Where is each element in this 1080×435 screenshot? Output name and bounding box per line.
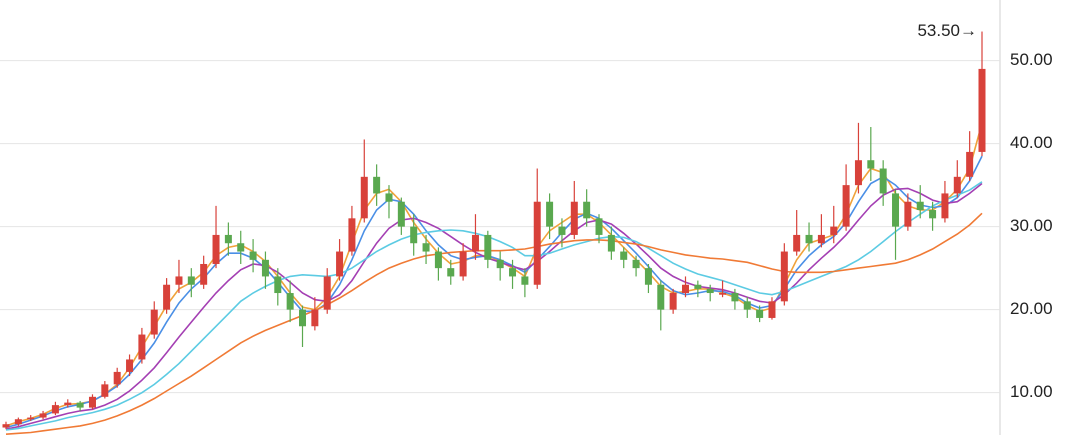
candle-body [410, 226, 418, 244]
candle-body [299, 309, 307, 327]
candle-body [447, 268, 455, 277]
candle-body [286, 293, 294, 310]
candle-body [496, 259, 504, 269]
candle-body [892, 193, 900, 227]
candle-body [978, 68, 986, 152]
annotation: 53.50→ [917, 21, 977, 40]
candle-body [583, 201, 591, 219]
candle-body [509, 268, 517, 277]
candle-body [817, 234, 825, 244]
candle-body [471, 234, 479, 252]
candle-body [953, 176, 961, 194]
candle-body [756, 309, 764, 318]
candle-body [360, 176, 368, 219]
candle-body [76, 402, 84, 408]
candle-body [805, 234, 813, 244]
candle-body [966, 151, 974, 177]
moving-average-line [5, 122, 983, 427]
candle-body [681, 284, 689, 294]
candle-body [237, 243, 245, 252]
candle-body [793, 234, 801, 252]
candle-body [138, 334, 146, 360]
candle-body [274, 276, 282, 294]
candle-body [830, 226, 838, 235]
candle-body [916, 201, 924, 211]
candle-body [249, 251, 257, 260]
candle-body [731, 293, 739, 302]
candle-body [620, 251, 628, 260]
moving-average-line [5, 181, 983, 431]
candle-body [150, 309, 158, 335]
candle-body [521, 276, 529, 285]
y-tick-label: 40.00 [1010, 133, 1053, 152]
candle-body [163, 284, 171, 310]
candle-body [484, 234, 492, 260]
candle-body [434, 251, 442, 269]
candle-body [570, 201, 578, 235]
candle-body [706, 288, 714, 294]
candle-body [224, 234, 232, 244]
candle-body [336, 251, 344, 277]
candle-body [842, 185, 850, 227]
candle-body [397, 201, 405, 227]
candle-body [27, 417, 35, 420]
candle-body [51, 405, 59, 414]
candle-body [348, 218, 356, 252]
candle-body [694, 284, 702, 289]
candle-body [719, 293, 727, 295]
y-tick-label: 20.00 [1010, 299, 1053, 318]
candle-body [768, 301, 776, 318]
candle-body [39, 413, 47, 418]
candle-body [88, 396, 96, 408]
candle-body [126, 359, 134, 372]
candle-body [459, 251, 467, 277]
candle-body [879, 168, 887, 194]
candle-body [854, 160, 862, 186]
candle-body [323, 276, 331, 310]
candle-body [669, 293, 677, 310]
candle-body [200, 263, 208, 285]
candle-body [657, 284, 665, 310]
candle-body [929, 210, 937, 219]
candle-body [187, 276, 195, 285]
candle-body [867, 160, 875, 169]
candle-body [261, 259, 269, 277]
candle-body [373, 176, 381, 194]
moving-average-line [5, 155, 983, 429]
candle-body [175, 276, 183, 285]
candle-body [311, 309, 319, 327]
candle-body [422, 243, 430, 252]
candle-body [904, 201, 912, 227]
candle-body [595, 218, 603, 235]
candle-body [941, 193, 949, 219]
candle-body [2, 424, 10, 428]
candle-body [14, 419, 22, 425]
candle-body [558, 226, 566, 235]
candle-body [113, 371, 121, 385]
candle-body [644, 268, 652, 285]
y-tick-label: 30.00 [1010, 216, 1053, 235]
candle-body [64, 402, 72, 406]
y-tick-label: 50.00 [1010, 50, 1053, 69]
candle-body [101, 384, 109, 397]
moving-average-line [5, 212, 983, 435]
candle-body [780, 251, 788, 302]
candle-body [385, 193, 393, 202]
candle-body [212, 234, 220, 264]
moving-average-line [5, 182, 983, 430]
candle-body [632, 259, 640, 269]
candle-body [546, 201, 554, 227]
candle-body [533, 201, 541, 285]
y-tick-label: 10.00 [1010, 382, 1053, 401]
candle-body [607, 234, 615, 252]
candle-body [743, 301, 751, 310]
